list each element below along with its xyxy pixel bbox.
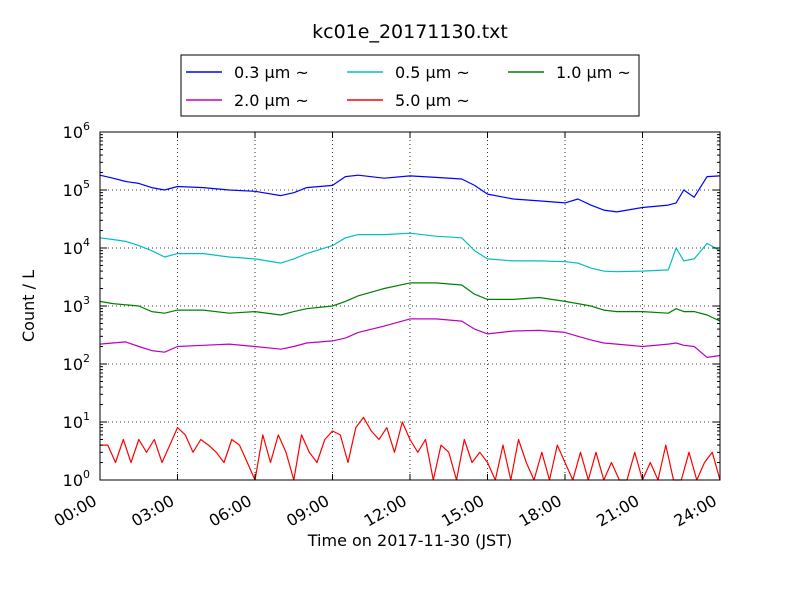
series-line-3 xyxy=(99,318,721,358)
x-tick-label: 09:00 xyxy=(283,491,332,531)
legend-label-1: 0.5 μm ~ xyxy=(395,63,470,82)
y-axis-label: Count / L xyxy=(19,270,38,342)
legend-label-3: 2.0 μm ~ xyxy=(234,91,309,110)
x-tick-label: 12:00 xyxy=(361,491,410,531)
y-tick-exponent: 4 xyxy=(83,236,90,249)
y-tick-exponent: 1 xyxy=(83,410,90,423)
x-tick-label: 15:00 xyxy=(438,491,487,531)
y-tick-label: 102 xyxy=(63,352,90,374)
y-tick-base: 10 xyxy=(63,123,83,142)
y-tick-label: 104 xyxy=(63,236,90,258)
y-tick-label: 106 xyxy=(63,120,90,142)
x-tick-label: 21:00 xyxy=(593,491,642,531)
x-tick-label: 03:00 xyxy=(128,491,177,531)
y-tick-base: 10 xyxy=(63,297,83,316)
y-tick-label: 101 xyxy=(63,410,90,432)
x-tick-label: 24:00 xyxy=(671,491,720,531)
grid-lines xyxy=(100,132,720,480)
y-tick-exponent: 6 xyxy=(83,120,90,133)
series-line-4 xyxy=(100,416,721,481)
legend: 0.3 μm ~ 0.5 μm ~ 1.0 μm ~ 2.0 μm ~ 5.0 μm ~ xyxy=(180,54,640,117)
y-tick-base: 10 xyxy=(63,471,83,490)
series-line-1 xyxy=(99,232,721,273)
series-layer xyxy=(99,174,721,481)
y-tick-base: 10 xyxy=(63,239,83,258)
y-tick-label: 105 xyxy=(63,178,90,200)
x-tick-label: 06:00 xyxy=(206,491,255,531)
legend-label-0: 0.3 μm ~ xyxy=(234,63,309,82)
y-tick-label: 100 xyxy=(63,468,90,490)
x-tick-label: 18:00 xyxy=(516,491,565,531)
x-axis-label: Time on 2017-11-30 (JST) xyxy=(307,531,512,550)
y-tick-base: 10 xyxy=(63,181,83,200)
x-tick-label: 00:00 xyxy=(51,491,100,531)
chart-title: kc01e_20171130.txt xyxy=(312,21,508,43)
legend-box xyxy=(180,54,640,117)
series-line-0 xyxy=(99,174,721,213)
y-tick-exponent: 0 xyxy=(83,468,90,481)
y-tick-exponent: 5 xyxy=(83,178,90,191)
y-tick-label: 103 xyxy=(63,294,90,316)
y-tick-base: 10 xyxy=(63,355,83,374)
legend-label-2: 1.0 μm ~ xyxy=(556,63,631,82)
series-line-2 xyxy=(99,282,721,322)
y-tick-exponent: 3 xyxy=(83,294,90,307)
y-tick-exponent: 2 xyxy=(83,352,90,365)
y-tick-base: 10 xyxy=(63,413,83,432)
legend-label-4: 5.0 μm ~ xyxy=(395,91,470,110)
